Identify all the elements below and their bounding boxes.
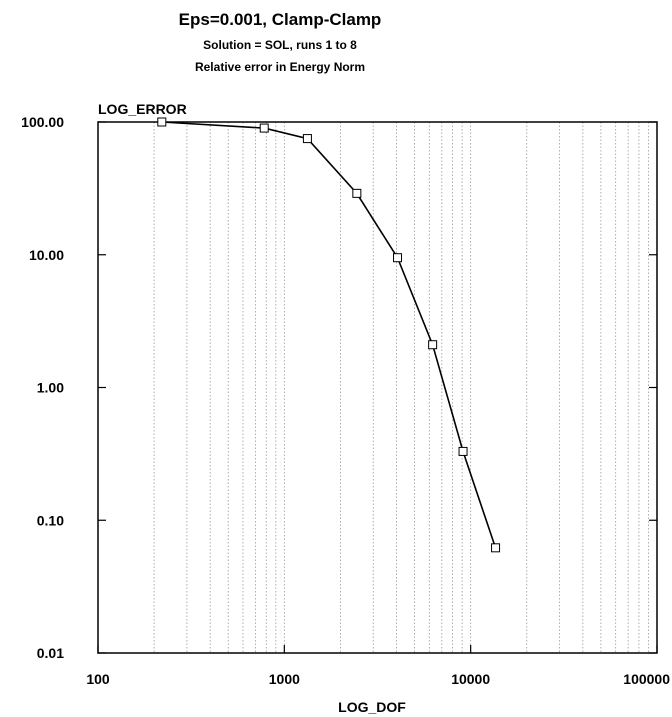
data-point	[458, 446, 468, 456]
data-point	[302, 134, 312, 144]
x-tick-label: 10000	[451, 671, 490, 687]
x-tick-labels: 100 1000 10000 100000	[86, 671, 670, 687]
data-point	[491, 543, 501, 553]
data-point	[393, 253, 403, 263]
y-tick-label: 100.00	[21, 114, 64, 130]
grid-lines	[153, 122, 658, 653]
data-point	[259, 123, 269, 133]
y-tick-label: 0.01	[37, 645, 64, 661]
x-tick-label: 100000	[623, 671, 670, 687]
y-tick-label: 0.10	[37, 512, 64, 528]
chart-subtitle-2: Relative error in Energy Norm	[194, 60, 366, 74]
y-tick-label: 1.00	[37, 380, 64, 396]
plot-frame	[97, 121, 658, 654]
series-points	[157, 117, 501, 553]
chart-subtitle: Solution = SOL, runs 1 to 8	[203, 38, 357, 52]
x-tick-label: 1000	[269, 671, 300, 687]
y-tick-labels: 0.01 0.10 1.00 10.00 100.00	[21, 114, 64, 661]
x-axis-label: LOG_DOF	[338, 699, 406, 715]
x-tick-label: 100	[86, 671, 110, 687]
data-point	[352, 188, 362, 198]
y-axis-label: LOG_ERROR	[98, 101, 187, 117]
chart-title: Eps=0.001, Clamp-Clamp	[178, 10, 382, 29]
data-point	[157, 117, 167, 127]
data-point	[428, 340, 438, 350]
axis-ticks	[97, 121, 658, 654]
series-line	[161, 121, 497, 549]
y-tick-label: 10.00	[29, 247, 64, 263]
